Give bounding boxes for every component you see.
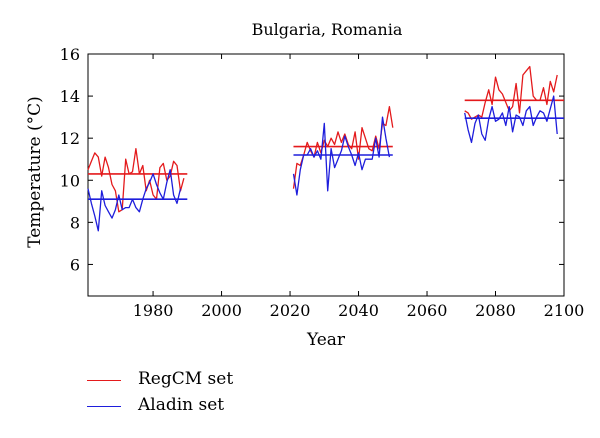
series-line-aladin xyxy=(464,95,558,144)
y-tick-label: 8 xyxy=(70,213,80,232)
y-axis-ticks: 6 8 10 12 14 16 xyxy=(60,45,564,274)
chart-title: Bulgaria, Romania xyxy=(252,20,403,39)
x-axis-label: Year xyxy=(306,330,346,350)
x-tick-label: 2080 xyxy=(475,301,516,320)
y-axis-label: Temperature (°C) xyxy=(25,96,45,248)
series-line-regcm xyxy=(464,65,558,120)
series-line-aladin xyxy=(292,116,391,196)
y-tick-label: 16 xyxy=(60,45,80,64)
legend-label-aladin: Aladin set xyxy=(138,395,225,415)
y-tick-label: 10 xyxy=(60,171,80,190)
y-tick-label: 6 xyxy=(70,255,80,274)
legend-swatch-aladin xyxy=(87,406,121,407)
x-tick-label: 2060 xyxy=(407,301,448,320)
legend-item-regcm: RegCM set xyxy=(82,368,382,394)
x-tick-label: 2100 xyxy=(544,301,585,320)
legend-item-aladin: Aladin set xyxy=(82,394,382,420)
plot-frame xyxy=(87,53,565,297)
series-line-regcm xyxy=(87,148,185,213)
legend: RegCM set Aladin set xyxy=(82,368,382,420)
x-tick-label: 1980 xyxy=(133,301,174,320)
x-axis-ticks: 1980 2000 2020 2040 2060 2080 2100 xyxy=(133,54,585,320)
legend-label-regcm: RegCM set xyxy=(138,369,234,389)
plot-area xyxy=(87,53,565,297)
series-line-aladin xyxy=(87,169,182,232)
y-tick-label: 12 xyxy=(60,129,80,148)
y-tick-label: 14 xyxy=(60,87,80,106)
x-tick-label: 2000 xyxy=(201,301,242,320)
legend-swatch-regcm xyxy=(87,380,121,381)
x-tick-label: 2040 xyxy=(338,301,379,320)
x-tick-label: 2020 xyxy=(270,301,311,320)
